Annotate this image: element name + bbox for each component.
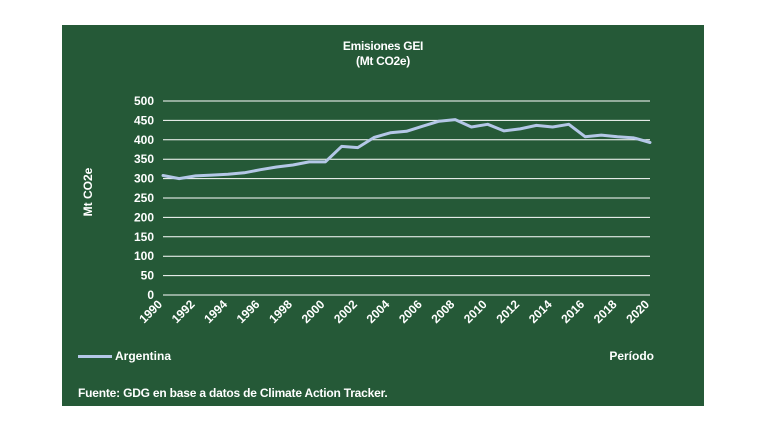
- x-tick-label: 2004: [364, 297, 393, 326]
- x-tick-label: 2000: [299, 297, 328, 326]
- chart-title: Emisiones GEI: [342, 39, 424, 53]
- x-tick-label: 1994: [201, 297, 230, 326]
- chart-panel: [62, 25, 704, 406]
- y-tick-label: 450: [134, 113, 154, 127]
- x-tick-label: 2018: [591, 297, 620, 326]
- chart-title-block: Emisiones GEI (Mt CO2e): [62, 39, 704, 69]
- series-line-argentina: [161, 118, 652, 181]
- chart-subtitle: (Mt CO2e): [356, 54, 410, 68]
- y-tick-label: 400: [134, 133, 154, 147]
- x-tick-label: 1990: [136, 297, 165, 326]
- y-tick-label: 100: [134, 249, 154, 263]
- y-tick-labels: 0 50 100 150 200 250 300 350 400 450 500: [134, 94, 154, 302]
- legend-label: Argentina: [115, 349, 172, 363]
- x-tick-labels: 1990 1992 1994 1996 1998 2000 2002 2004 2006 2008…: [136, 297, 652, 326]
- y-tick-label: 350: [134, 152, 154, 166]
- x-tick-label: 1992: [169, 297, 198, 326]
- series-group: [161, 118, 652, 181]
- x-tick-label: 2010: [461, 297, 490, 326]
- y-tick-label: 250: [134, 191, 154, 205]
- x-tick-label: 2008: [429, 297, 458, 326]
- x-tick-label: 2014: [526, 297, 555, 326]
- y-tick-label: 200: [134, 210, 154, 224]
- legend: Argentina: [78, 349, 171, 363]
- x-tick-label: 2020: [623, 297, 652, 326]
- y-tick-label: 50: [141, 269, 155, 283]
- x-tick-label: 2012: [493, 297, 522, 326]
- y-tick-label: 500: [134, 94, 154, 108]
- x-tick-label: 1998: [266, 297, 295, 326]
- x-tick-label: 2016: [558, 297, 587, 326]
- x-axis-title: Período: [609, 349, 654, 363]
- y-tick-label: 0: [147, 288, 154, 302]
- gridlines: [163, 100, 650, 296]
- x-tick-label: 2006: [396, 297, 425, 326]
- legend-swatch: [78, 354, 112, 358]
- y-tick-label: 150: [134, 230, 154, 244]
- x-tick-label: 2002: [331, 297, 360, 326]
- source-note: Fuente: GDG en base a datos de Climate A…: [78, 386, 388, 400]
- x-tick-label: 1996: [234, 297, 263, 326]
- y-tick-label: 300: [134, 172, 154, 186]
